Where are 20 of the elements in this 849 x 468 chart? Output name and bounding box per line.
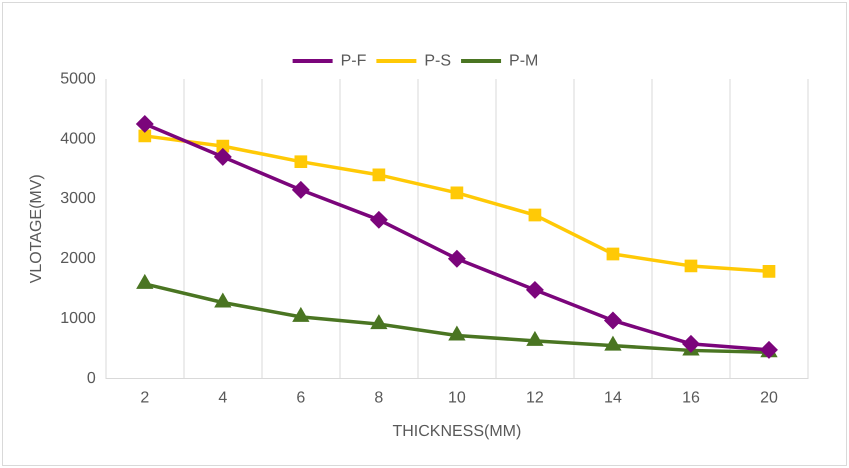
legend-label: P-F bbox=[340, 52, 367, 70]
y-tick-label: 1000 bbox=[60, 310, 96, 328]
y-tick-label: 0 bbox=[86, 370, 96, 388]
x-tick-label: 20 bbox=[760, 390, 778, 407]
x-tick-label: 16 bbox=[682, 390, 700, 407]
y-tick-label: 4000 bbox=[60, 130, 96, 148]
x-tick-label: 4 bbox=[218, 390, 228, 407]
y-tick-label: 5000 bbox=[60, 70, 96, 88]
x-axis-title: THICKNESS(MM) bbox=[392, 422, 522, 440]
y-tick-label: 2000 bbox=[60, 250, 96, 268]
legend-label: P-S bbox=[424, 52, 452, 70]
x-tick-label: 8 bbox=[374, 390, 384, 407]
x-tick-label: 12 bbox=[526, 390, 544, 407]
x-tick-label: 14 bbox=[604, 390, 622, 407]
legend-label: P-M bbox=[509, 52, 538, 70]
x-tick-label: 2 bbox=[140, 390, 150, 407]
x-tick-label: 10 bbox=[448, 390, 466, 407]
x-tick-label: 6 bbox=[296, 390, 306, 407]
y-tick-label: 3000 bbox=[60, 190, 96, 208]
y-axis-title: VLOTAGE(MV) bbox=[28, 174, 46, 284]
